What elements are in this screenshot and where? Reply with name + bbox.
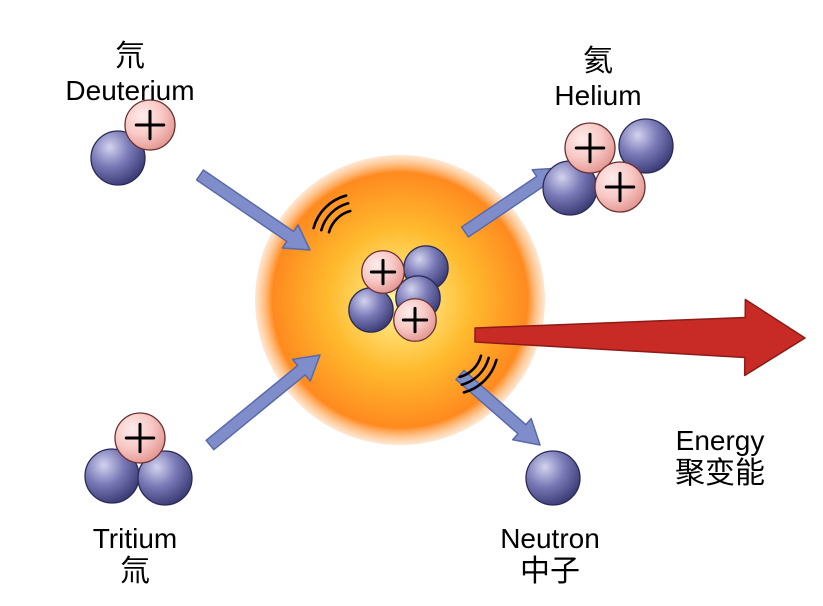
label-energy-cn: 聚变能: [600, 457, 823, 492]
label-neutron-cn: 中子: [430, 555, 670, 590]
label-deuterium: 氘Deuterium: [10, 40, 250, 107]
label-neutron-en: Neutron: [430, 523, 670, 555]
label-neutron: Neutron中子: [430, 523, 670, 590]
label-deuterium-en: Deuterium: [10, 75, 250, 107]
label-helium: 氦Helium: [478, 45, 718, 112]
label-energy-en: Energy: [600, 425, 823, 457]
label-tritium-en: Tritium: [15, 523, 255, 555]
label-tritium-cn: 氚: [15, 555, 255, 590]
label-energy: Energy聚变能: [600, 425, 823, 492]
label-helium-en: Helium: [478, 80, 718, 112]
label-deuterium-cn: 氘: [10, 40, 250, 75]
label-tritium: Tritium氚: [15, 523, 255, 590]
label-helium-cn: 氦: [478, 45, 718, 80]
